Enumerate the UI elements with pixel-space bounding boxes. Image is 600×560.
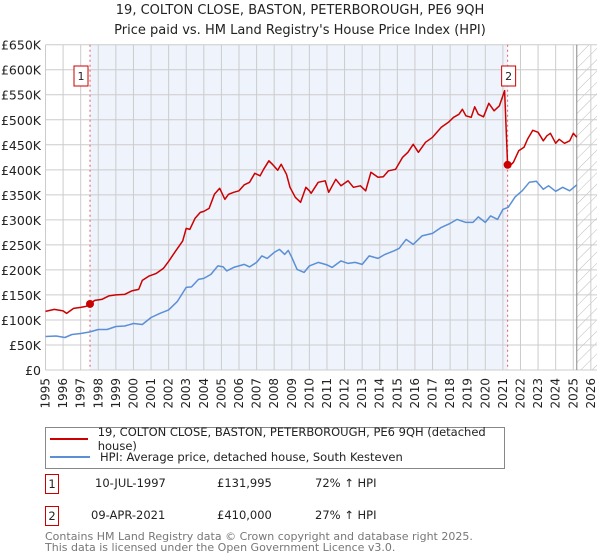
sale-point bbox=[503, 160, 512, 169]
x-tick-label: 2017 bbox=[426, 378, 440, 409]
x-tick-label: 2009 bbox=[285, 378, 299, 409]
y-tick-label: £150K bbox=[1, 288, 42, 303]
x-tick-label: 2018 bbox=[443, 378, 457, 409]
x-tick-label: 2000 bbox=[126, 378, 140, 409]
sale-row: 2 09-APR-2021 £410,000 27% ↑ HPI bbox=[45, 506, 445, 526]
x-tick-label: 2019 bbox=[461, 378, 475, 409]
x-tick-label: 2016 bbox=[408, 378, 422, 409]
x-tick-label: 2014 bbox=[373, 378, 387, 409]
legend-item-property: 19, COLTON CLOSE, BASTON, PETERBOROUGH, … bbox=[50, 425, 504, 453]
property-price-line bbox=[45, 89, 578, 315]
sale-marker-badge: 1 bbox=[45, 474, 59, 494]
sale-annotation-label: 1 bbox=[78, 70, 85, 83]
x-tick-label: 2023 bbox=[531, 378, 545, 409]
footer-line-1: Contains HM Land Registry data © Crown c… bbox=[45, 530, 473, 543]
x-tick-label: 2004 bbox=[197, 378, 211, 409]
y-tick-label: £100K bbox=[1, 313, 42, 328]
x-tick-label: 2025 bbox=[566, 378, 580, 409]
y-tick-label: £600K bbox=[1, 63, 42, 78]
x-tick-label: 2026 bbox=[584, 378, 598, 409]
sale-marker-badge: 2 bbox=[45, 506, 59, 526]
x-tick-label: 2002 bbox=[162, 378, 176, 409]
forecast-hatch bbox=[576, 44, 597, 370]
x-tick-label: 2005 bbox=[214, 378, 228, 409]
y-tick-label: £50K bbox=[9, 338, 42, 353]
x-tick-label: 1995 bbox=[39, 378, 53, 409]
chart-legend: 19, COLTON CLOSE, BASTON, PETERBOROUGH, … bbox=[45, 425, 505, 469]
y-tick-label: £450K bbox=[1, 138, 42, 153]
legend-item-hpi: HPI: Average price, detached house, Sout… bbox=[50, 449, 403, 465]
shaded-period bbox=[90, 44, 508, 370]
x-tick-label: 2024 bbox=[549, 378, 563, 409]
price-chart: 1 2 1995 1996 1997 1998 1999 2000 2001 2002 2003 20… bbox=[1, 38, 598, 409]
y-tick-label: £500K bbox=[1, 113, 42, 128]
x-tick-label: 2008 bbox=[267, 378, 281, 409]
x-tick-label: 2007 bbox=[250, 378, 264, 409]
sale-annotation-box bbox=[73, 65, 89, 87]
sale-price: £131,995 bbox=[217, 476, 272, 490]
sale-date: 09-APR-2021 bbox=[91, 508, 166, 522]
legend-swatch-blue bbox=[50, 456, 90, 458]
sale-point bbox=[86, 299, 95, 308]
sale-hpi-diff: 72% ↑ HPI bbox=[315, 476, 377, 490]
y-tick-label: £650K bbox=[1, 38, 42, 53]
sale-date: 10-JUL-1997 bbox=[95, 476, 166, 490]
sale-hpi-diff: 27% ↑ HPI bbox=[315, 508, 377, 522]
sale-annotation-box bbox=[501, 65, 517, 87]
x-tick-label: 1998 bbox=[91, 378, 105, 409]
y-tick-label: £550K bbox=[1, 88, 42, 103]
x-tick-label: 2012 bbox=[338, 378, 352, 409]
sale-annotation-label: 2 bbox=[505, 70, 512, 83]
y-tick-label: £200K bbox=[1, 263, 42, 278]
x-tick-label: 2015 bbox=[390, 378, 404, 409]
legend-label-property: 19, COLTON CLOSE, BASTON, PETERBOROUGH, … bbox=[97, 425, 486, 453]
sale-price: £410,000 bbox=[217, 508, 272, 522]
y-tick-label: £400K bbox=[1, 163, 42, 178]
hpi-line bbox=[45, 180, 578, 339]
x-tick-label: 1996 bbox=[56, 378, 70, 409]
y-tick-label: £300K bbox=[1, 213, 42, 228]
x-tick-label: 2006 bbox=[232, 378, 246, 409]
x-tick-label: 1997 bbox=[74, 378, 88, 409]
x-tick-label: 2011 bbox=[320, 378, 334, 409]
legend-swatch-red bbox=[50, 438, 88, 440]
footer-line-2: This data is licensed under the Open Gov… bbox=[45, 541, 396, 554]
x-tick-label: 2021 bbox=[496, 378, 510, 409]
x-tick-label: 2020 bbox=[478, 378, 492, 409]
copyright-footer: Contains HM Land Registry data © Crown c… bbox=[45, 531, 473, 553]
chart-subtitle: Price paid vs. HM Land Registry's House … bbox=[114, 23, 486, 38]
x-tick-label: 2003 bbox=[179, 378, 193, 409]
y-tick-label: £0 bbox=[25, 363, 41, 378]
y-tick-label: £350K bbox=[1, 188, 42, 203]
sale-row: 1 10-JUL-1997 £131,995 72% ↑ HPI bbox=[45, 474, 445, 494]
y-tick-label: £250K bbox=[1, 238, 42, 253]
chart-title: 19, COLTON CLOSE, BASTON, PETERBOROUGH, … bbox=[115, 3, 485, 18]
x-tick-label: 2013 bbox=[355, 378, 369, 409]
x-tick-label: 1999 bbox=[109, 378, 123, 409]
x-tick-label: 2010 bbox=[302, 378, 316, 409]
x-tick-label: 2022 bbox=[513, 378, 527, 409]
legend-label-hpi: HPI: Average price, detached house, Sout… bbox=[100, 450, 403, 464]
x-tick-label: 2001 bbox=[144, 378, 158, 409]
